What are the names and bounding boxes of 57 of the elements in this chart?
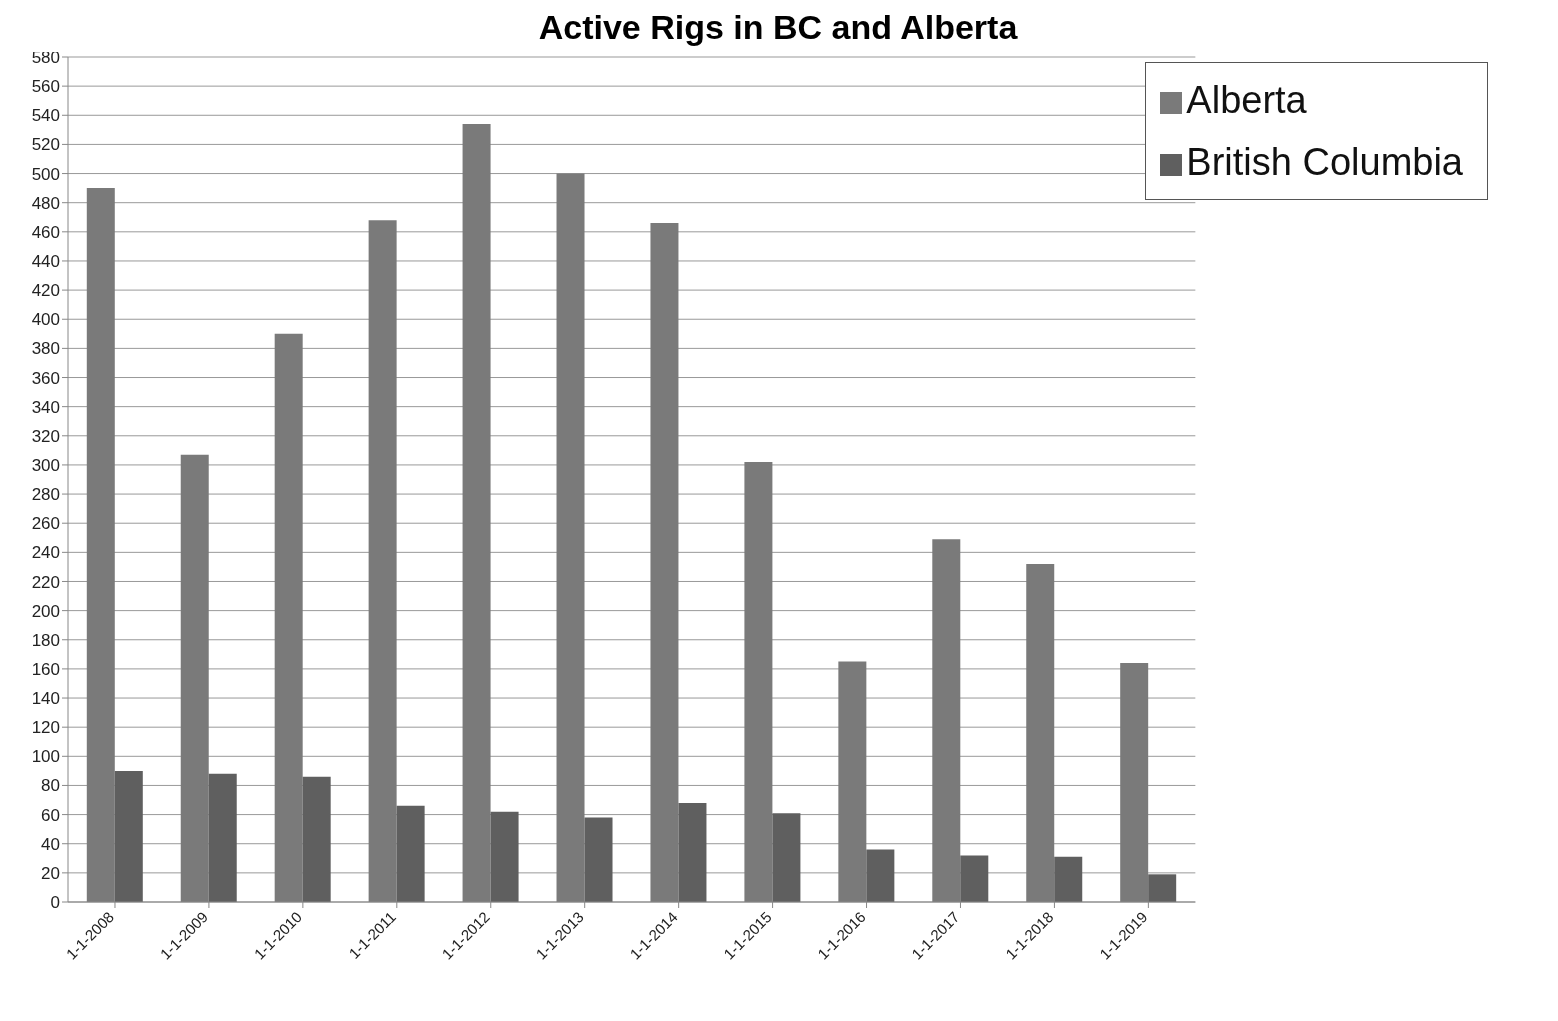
bar [396,805,425,902]
y-tick-label: 20 [41,863,60,883]
y-tick-label: 360 [31,368,60,388]
y-tick-label: 200 [31,601,60,621]
y-tick-label: 120 [31,718,60,738]
bar [208,773,237,902]
y-tick-label: 340 [31,397,60,417]
y-tick-label: 560 [31,77,60,97]
y-tick-label: 380 [31,339,60,359]
y-tick-label: 480 [31,193,60,213]
y-tick-label: 260 [31,514,60,534]
y-tick-label: 500 [31,164,60,184]
bar [1026,564,1055,902]
bar [274,333,303,902]
bar [180,454,209,902]
bar [1120,663,1149,902]
y-tick-label: 520 [31,135,60,155]
bar [960,855,989,902]
bar [1148,874,1177,902]
chart-title: Active Rigs in BC and Alberta [538,8,1018,46]
y-tick-label: 100 [31,747,60,767]
bar [490,811,519,902]
legend-label: Alberta [1186,79,1307,121]
y-tick-label: 320 [31,426,60,446]
bar [556,173,585,902]
y-tick-label: 440 [31,252,60,271]
bar [462,124,491,902]
y-tick-label: 140 [31,689,60,709]
y-tick-label: 240 [31,543,60,563]
bar [86,188,115,902]
bar [866,849,895,902]
y-tick-label: 580 [31,48,60,68]
bar [678,802,707,902]
y-tick-label: 220 [31,572,60,592]
y-tick-label: 280 [31,485,60,505]
bar [114,770,143,902]
y-tick-label: 180 [31,630,60,650]
y-tick-label: 420 [31,281,60,301]
y-tick-label: 80 [41,776,60,796]
y-tick-label: 540 [31,106,60,126]
bar [650,223,679,902]
bar [1054,856,1083,902]
bar [302,776,331,902]
bar [772,813,801,902]
bar [584,817,613,902]
y-tick-label: 160 [31,659,60,679]
y-tick-label: 40 [41,834,60,854]
bar [838,661,867,902]
y-tick-label: 400 [31,310,60,330]
y-tick-label: 300 [31,455,60,475]
y-tick-label: 460 [31,222,60,242]
y-tick-label: 0 [50,893,60,913]
bar [744,462,773,902]
legend-label: British Columbia [1186,141,1463,183]
y-tick-label: 60 [41,805,60,825]
bar [368,220,397,902]
bar [932,539,961,902]
